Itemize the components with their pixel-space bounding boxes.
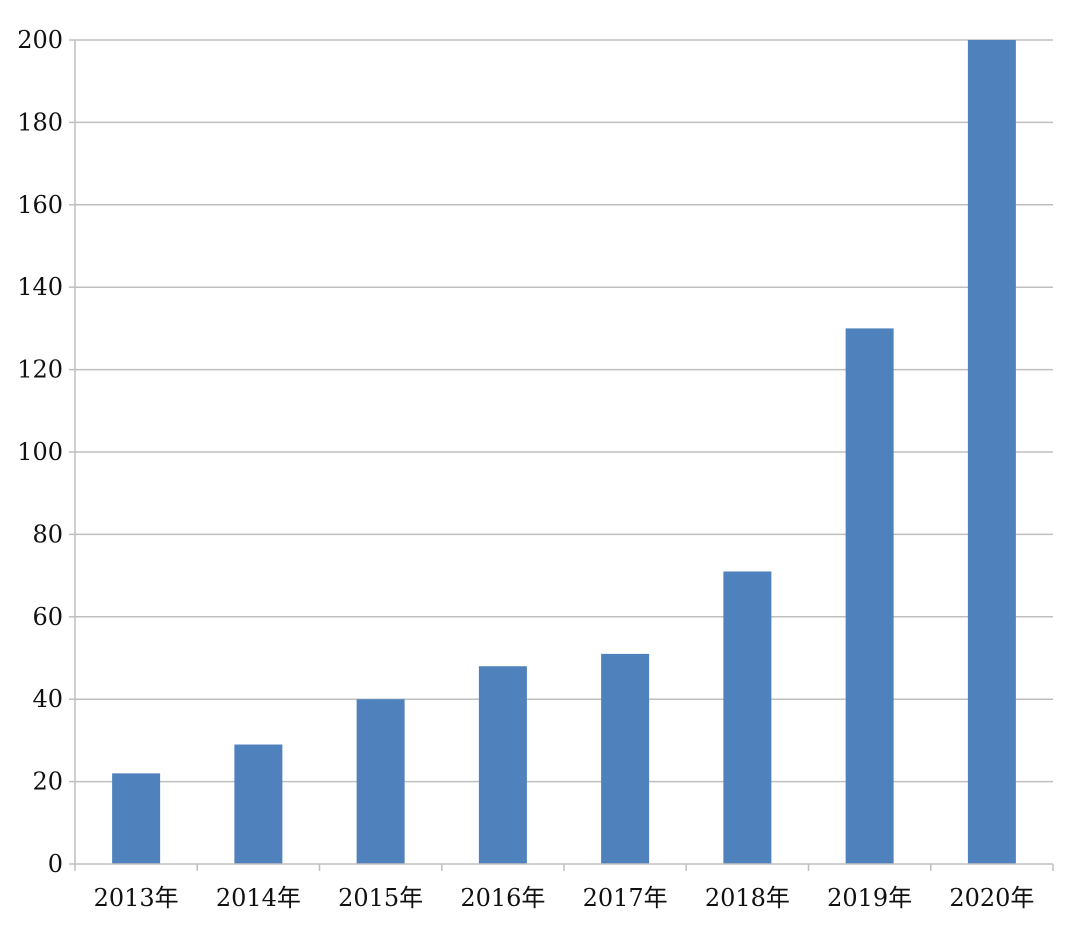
y-tick-label: 120 [17, 356, 63, 384]
y-tick-label: 0 [48, 850, 63, 878]
bar [845, 328, 894, 864]
x-tick-label: 2019年 [827, 884, 912, 912]
y-tick-label: 200 [17, 26, 63, 54]
bar [723, 571, 772, 864]
bar [967, 40, 1016, 864]
y-tick-label: 140 [17, 273, 63, 301]
y-tick-label: 100 [17, 438, 63, 466]
x-tick-label: 2020年 [949, 884, 1034, 912]
bar [601, 653, 650, 864]
x-tick-label: 2013年 [94, 884, 179, 912]
y-tick-label: 160 [17, 191, 63, 219]
axes [69, 39, 1054, 871]
gridlines [75, 39, 1053, 783]
bars [112, 40, 1016, 864]
x-tick-label: 2016年 [460, 884, 545, 912]
y-tick-labels: 0 20 40 60 80 100 120 140 160 180 200 [17, 26, 63, 878]
bar [234, 744, 283, 864]
bar [112, 773, 161, 864]
y-tick-label: 180 [17, 108, 63, 136]
y-tick-label: 60 [32, 603, 63, 631]
x-tick-label: 2017年 [583, 884, 668, 912]
x-tick-label: 2018年 [705, 884, 790, 912]
y-tick-label: 80 [32, 520, 63, 548]
bar [356, 699, 405, 864]
y-tick-label: 20 [32, 768, 63, 796]
bar [478, 666, 527, 864]
x-tick-label: 2014年 [216, 884, 301, 912]
x-tick-labels: 2013年 2014年 2015年 2016年 2017年 2018年 2019年 2020年 [94, 884, 1035, 912]
y-tick-label: 40 [32, 685, 63, 713]
x-tick-label: 2015年 [338, 884, 423, 912]
